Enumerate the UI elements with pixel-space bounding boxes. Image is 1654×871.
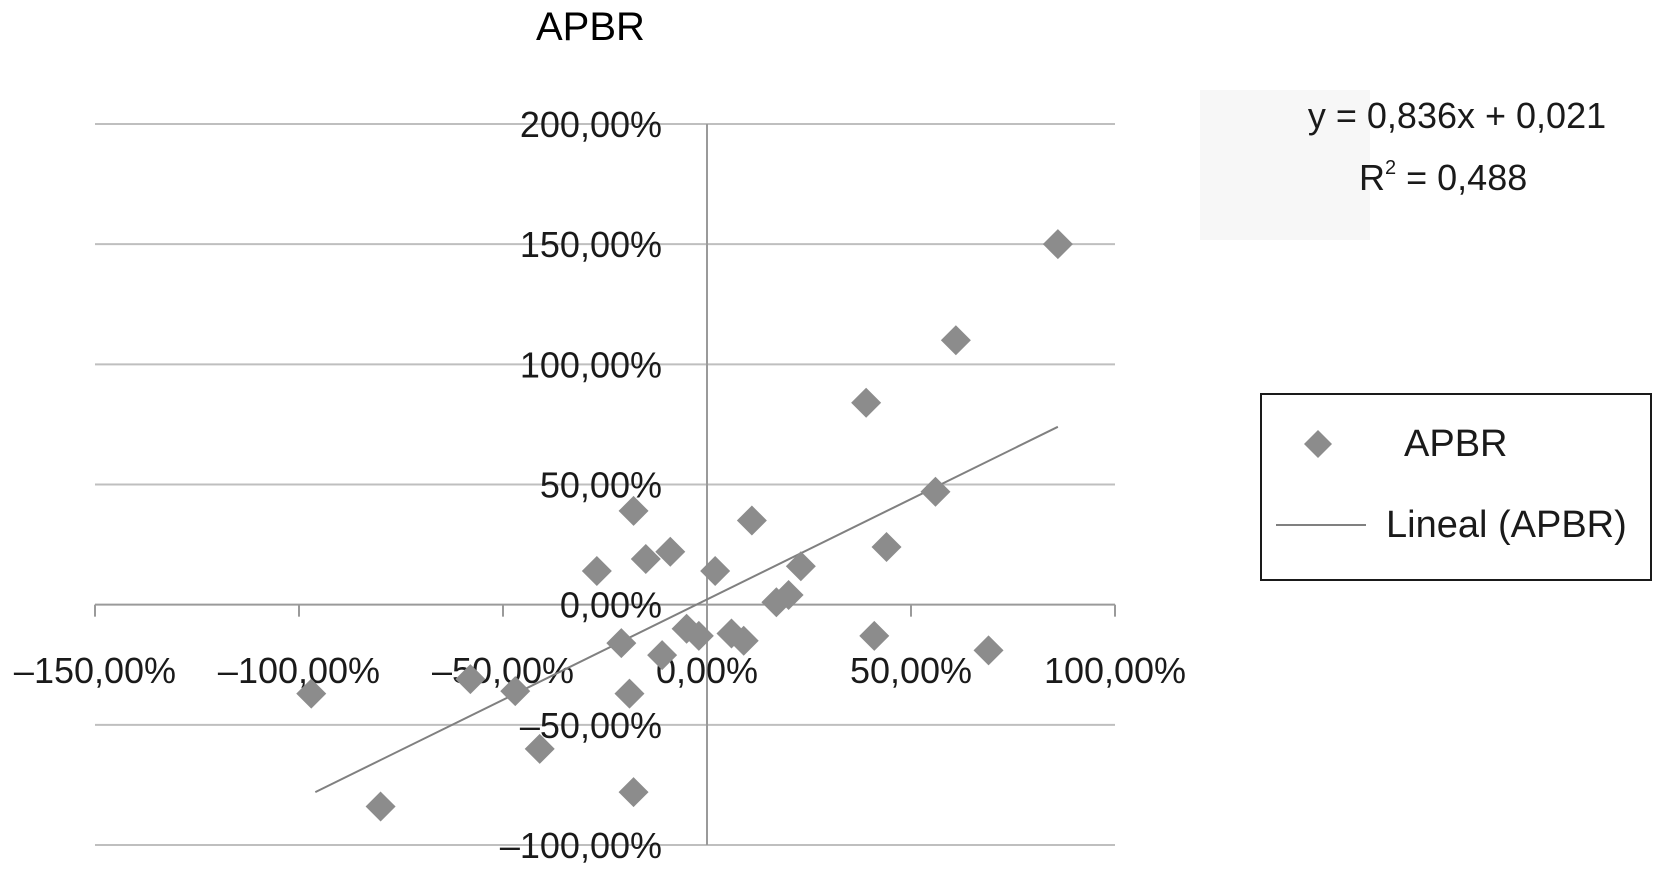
data-point xyxy=(736,505,767,536)
data-point xyxy=(700,556,731,587)
data-point xyxy=(455,664,486,695)
r-squared-prefix: R xyxy=(1359,157,1385,198)
data-point xyxy=(785,551,816,582)
data-point xyxy=(365,791,396,822)
data-point xyxy=(851,387,882,418)
data-point xyxy=(859,620,890,651)
data-point xyxy=(1042,229,1073,260)
data-point xyxy=(630,544,661,575)
r-squared-exponent: 2 xyxy=(1385,157,1396,179)
r-squared-text: R2 = 0,488 xyxy=(1359,157,1527,198)
data-point xyxy=(940,325,971,356)
legend-label-trend: Lineal (APBR) xyxy=(1386,504,1627,546)
data-point xyxy=(618,777,649,808)
y-tick-label: 50,00% xyxy=(540,465,662,506)
y-tick-labels: –100,00%–50,00%0,00%50,00%100,00%150,00%… xyxy=(500,104,662,866)
x-tick-label: –50,00% xyxy=(432,650,574,691)
data-point xyxy=(618,495,649,526)
chart-title: APBR xyxy=(536,5,645,49)
legend: APBR Lineal (APBR) xyxy=(1260,393,1652,581)
x-tick-label: 50,00% xyxy=(850,650,972,691)
legend-marker-apbr xyxy=(1304,430,1332,458)
data-point xyxy=(973,635,1004,666)
equation-background xyxy=(1200,90,1370,240)
legend-label-apbr: APBR xyxy=(1404,423,1507,465)
y-tick-label: 100,00% xyxy=(520,344,662,385)
y-tick-label: 150,00% xyxy=(520,224,662,265)
data-point xyxy=(296,678,327,709)
data-points xyxy=(296,229,1073,822)
data-point xyxy=(728,625,759,656)
trendline-layer xyxy=(314,425,1059,794)
x-tick-label: –150,00% xyxy=(14,650,176,691)
data-point xyxy=(647,640,678,671)
legend-box xyxy=(1260,393,1652,581)
x-tick-labels: –150,00% –100,00% –50,00% 0,00% 50,00% 100,00… xyxy=(14,650,1186,691)
y-tick-label: –100,00% xyxy=(500,825,662,866)
x-tick-label: 100,00% xyxy=(1044,650,1186,691)
data-point xyxy=(606,628,637,659)
trendline xyxy=(314,425,1059,794)
r-squared-value: = 0,488 xyxy=(1396,157,1527,198)
x-tick-label: –100,00% xyxy=(218,650,380,691)
data-point xyxy=(683,620,714,651)
data-point xyxy=(614,678,645,709)
data-point xyxy=(773,580,804,611)
equation-text: y = 0,836x + 0,021 xyxy=(1308,95,1606,136)
data-point xyxy=(500,676,531,707)
data-point xyxy=(581,556,612,587)
y-tick-label: 0,00% xyxy=(560,585,662,626)
data-point xyxy=(871,531,902,562)
trendline-equation: y = 0,836x + 0,021 R2 = 0,488 xyxy=(1200,90,1606,240)
axes xyxy=(94,124,1116,845)
y-tick-label: 200,00% xyxy=(520,104,662,145)
data-point xyxy=(655,536,686,567)
data-point xyxy=(920,476,951,507)
data-point xyxy=(524,733,555,764)
gridlines xyxy=(95,123,1115,846)
